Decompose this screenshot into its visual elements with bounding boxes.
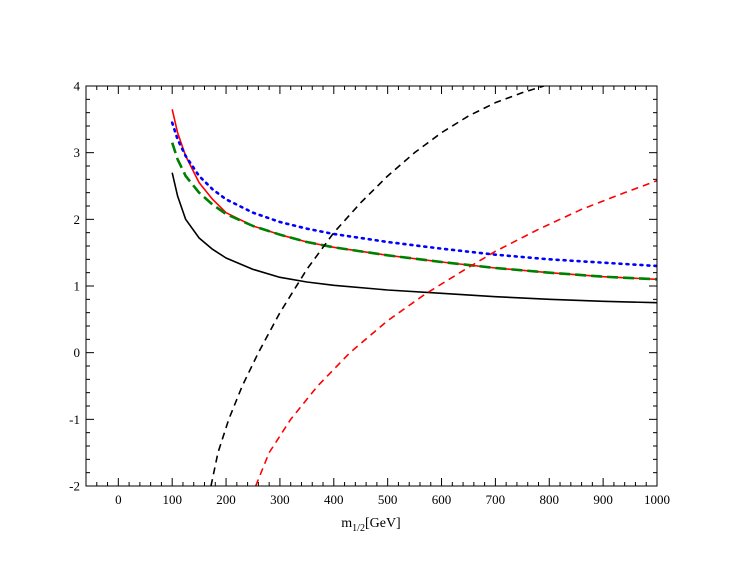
series-line-1	[171, 172, 657, 304]
x-axis-title: m1/2[GeV]	[341, 516, 400, 534]
y-tick-label: 3	[74, 145, 81, 160]
x-tick-label: 800	[540, 492, 560, 507]
y-tick-label: -2	[69, 479, 80, 494]
y-tick-label: -1	[69, 412, 80, 427]
series-layer	[170, 86, 657, 486]
x-tick-label: 600	[432, 492, 452, 507]
x-axis-title-unit: [GeV]	[365, 516, 401, 531]
y-tick-label: 2	[74, 212, 81, 227]
y-tick-label: 0	[74, 345, 81, 360]
x-axis-title-main: m	[341, 516, 352, 531]
series-line-2	[171, 109, 657, 281]
plot-frame	[85, 85, 658, 487]
x-tick-label: 700	[486, 492, 506, 507]
series-line-3	[170, 142, 657, 281]
x-tick-label: 1000	[644, 492, 670, 507]
x-tick-label: 300	[270, 492, 290, 507]
x-tick-label: 200	[216, 492, 236, 507]
x-tick-label: 100	[162, 492, 182, 507]
x-tick-label: 500	[378, 492, 398, 507]
labels-layer: 0 100 200 300 400 500 600 700 800 900 1000 -2 -1 0 1 2 3…	[69, 79, 670, 508]
x-tick-label: 900	[593, 492, 613, 507]
series-line-6	[254, 179, 657, 486]
y-tick-label: 1	[74, 279, 81, 294]
series-line-4	[170, 121, 657, 268]
x-tick-label: 0	[115, 492, 122, 507]
x-tick-label: 400	[324, 492, 344, 507]
x-axis-title-sub: 1/2	[352, 523, 365, 534]
ticks-layer	[85, 85, 658, 487]
y-tick-label: 4	[74, 79, 81, 94]
series-line-5	[210, 86, 545, 486]
